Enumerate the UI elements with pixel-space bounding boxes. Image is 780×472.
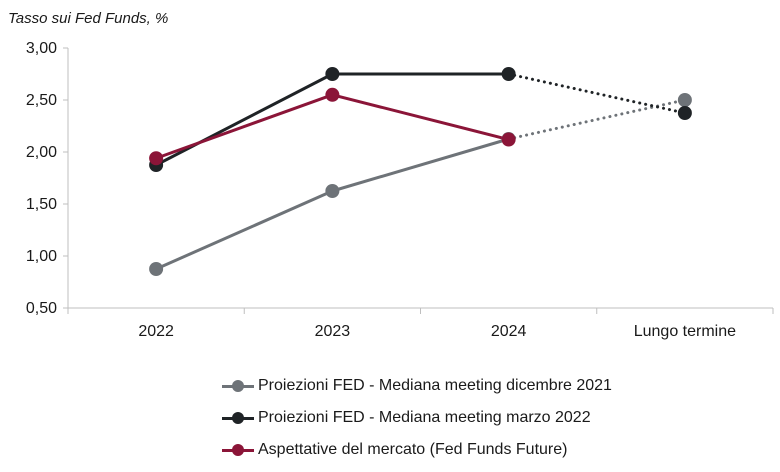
series-2-segment: [332, 93, 509, 141]
y-tick-label: 2,50: [26, 92, 57, 109]
y-tick-label: 3,00: [26, 40, 57, 57]
chart-series-lines: [155, 72, 687, 271]
y-axis-title: Tasso sui Fed Funds, %: [8, 10, 169, 27]
series-1-point: [677, 106, 692, 120]
x-tick-label: 2022: [138, 323, 174, 340]
series-1-segment: [155, 72, 334, 167]
series-0-point: [149, 262, 164, 276]
legend-label: Proiezioni FED - Mediana meeting marzo 2…: [258, 409, 591, 426]
legend-item-market: Aspettative del mercato (Fed Funds Futur…: [222, 434, 612, 466]
y-tick-label: 1,00: [26, 248, 57, 265]
series-0-segment: [155, 189, 333, 271]
legend-swatch-mar-2022: [222, 412, 254, 424]
series-0-point: [677, 93, 692, 107]
series-2-segment: [155, 93, 333, 160]
chart-axes: 0,50 1,00 1,50 2,00 2,50 3,00 2022 2023 2024 Lung…: [26, 40, 774, 340]
series-1-segment: [507, 72, 687, 115]
y-tick-label: 1,50: [26, 196, 57, 213]
series-2-point: [325, 87, 340, 102]
y-tick-label: 0,50: [26, 300, 57, 317]
legend-swatch-dec-2021: [222, 380, 254, 392]
series-1-point: [501, 67, 516, 81]
series-2-point: [149, 151, 164, 166]
series-0-point: [325, 184, 340, 198]
x-tick-label: Lungo termine: [634, 323, 736, 340]
series-2-point: [501, 132, 516, 147]
legend-item-mar-2022: Proiezioni FED - Mediana meeting marzo 2…: [222, 402, 612, 434]
series-1-point: [325, 67, 340, 81]
legend-item-dec-2021: Proiezioni FED - Mediana meeting dicembr…: [222, 370, 612, 402]
legend-label: Proiezioni FED - Mediana meeting dicembr…: [258, 377, 612, 394]
x-tick-label: 2024: [491, 323, 527, 340]
y-tick-label: 2,00: [26, 144, 57, 161]
chart-legend: Proiezioni FED - Mediana meeting dicembr…: [222, 370, 612, 466]
legend-label: Aspettative del mercato (Fed Funds Futur…: [258, 441, 568, 458]
legend-swatch-market: [222, 444, 254, 456]
series-0-segment: [331, 137, 510, 193]
chart-series-points: [149, 67, 692, 276]
series-0-segment: [507, 98, 687, 141]
x-tick-label: 2023: [315, 323, 351, 340]
